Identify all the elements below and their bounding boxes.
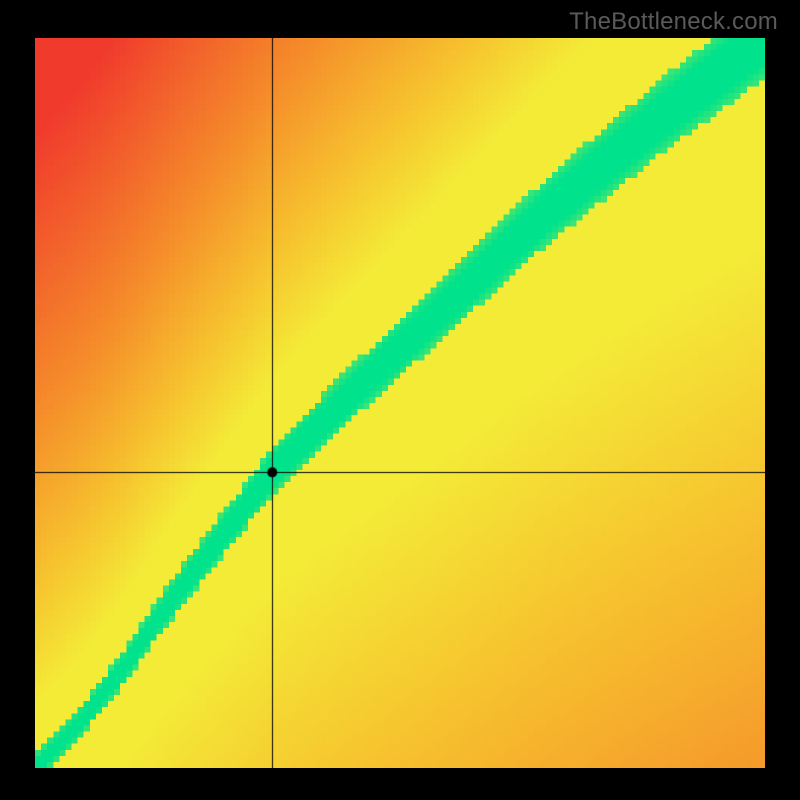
crosshair-overlay bbox=[35, 38, 765, 768]
watermark-text: TheBottleneck.com bbox=[569, 8, 778, 36]
chart-frame: TheBottleneck.com bbox=[0, 0, 800, 800]
